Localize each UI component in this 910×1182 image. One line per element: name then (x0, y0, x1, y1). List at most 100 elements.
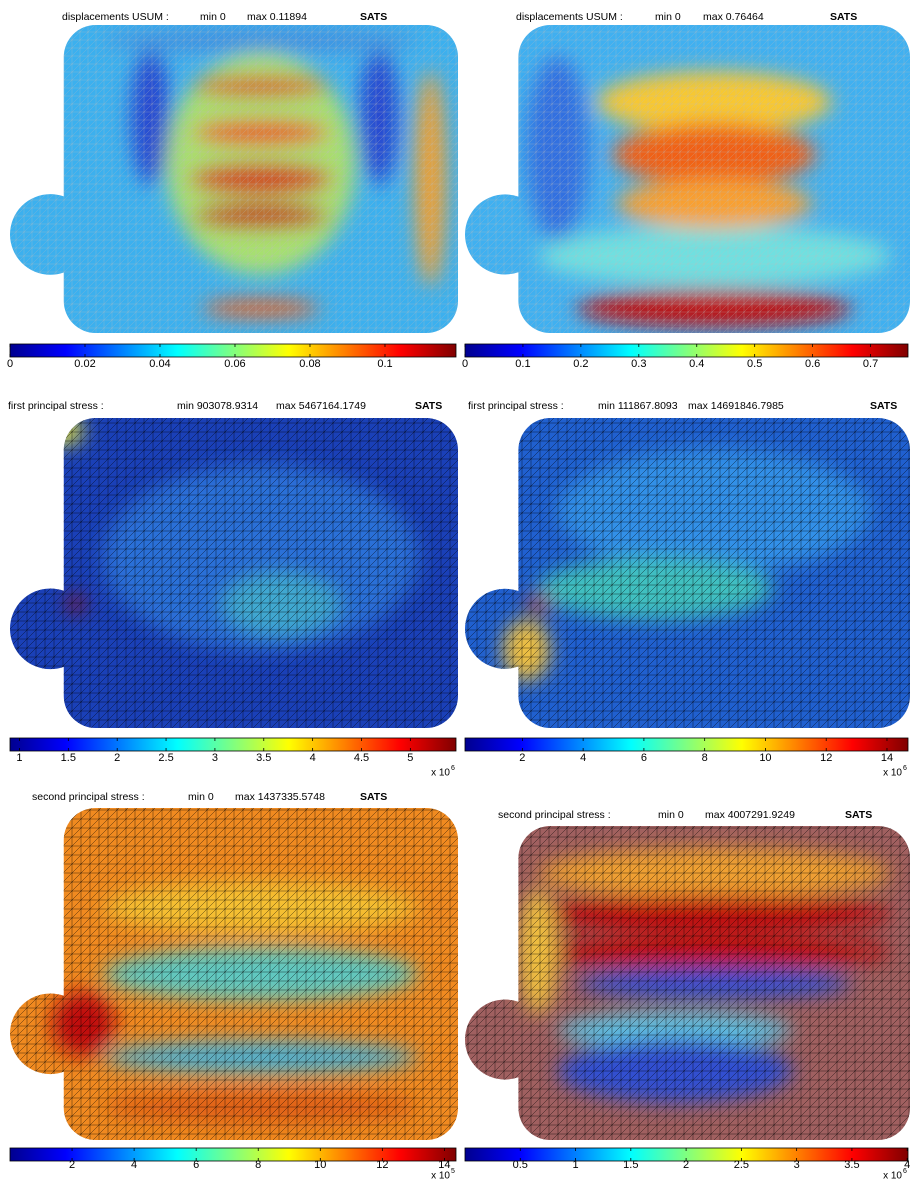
colorbar-tick-label: 5 (407, 752, 413, 764)
colorbar-tick-label: 0.6 (805, 358, 820, 370)
colorbar-multiplier: x 10 (883, 1171, 902, 1182)
colorbar-tick-label: 0.02 (74, 358, 95, 370)
colorbar-multiplier: x 10 (431, 1171, 450, 1182)
field-plot (465, 25, 910, 333)
colorbar-tick-label: 3 (794, 1159, 800, 1171)
panel: second principal stress : min 0 max 400729… (465, 809, 910, 1182)
colorbar-tick-label: 0.4 (689, 358, 704, 370)
colorbar-tick-label: 14 (438, 1159, 450, 1171)
colorbar-tick-label: 10 (759, 752, 771, 764)
colorbar-tick-label: 2 (683, 1159, 689, 1171)
colorbar-tick-label: 4 (580, 752, 586, 764)
colorbar (10, 1148, 456, 1161)
colorbar (10, 344, 456, 357)
plot-max: max 0.11894 (247, 11, 307, 23)
colorbar-tick-label: 6 (193, 1159, 199, 1171)
colorbar-exponent: 6 (903, 765, 907, 772)
colorbar-multiplier: x 10 (431, 768, 450, 779)
mesh (465, 826, 910, 1140)
figure: displacements USUM : min 0 max 0.11894 SATS… (0, 0, 910, 1182)
colorbar-tick-label: 0 (7, 358, 13, 370)
plot-max: max 1437335.5748 (235, 791, 325, 803)
colorbar-tick-label: 0.3 (631, 358, 646, 370)
mesh (10, 808, 458, 1140)
colorbar-tick-label: 4.5 (354, 752, 369, 764)
colorbar-tick-label: 3.5 (844, 1159, 859, 1171)
plot-title: first principal stress : (8, 400, 104, 412)
colorbar-tick-label: 12 (820, 752, 832, 764)
colorbar-tick-label: 1.5 (61, 752, 76, 764)
colorbar-tick-label: 0.06 (224, 358, 245, 370)
colorbar-exponent: 6 (903, 1168, 907, 1175)
brand-label: SATS (360, 791, 387, 803)
colorbar-tick-label: 0 (462, 358, 468, 370)
plot-max: max 0.76464 (703, 11, 764, 23)
plot-max: max 5467164.1749 (276, 400, 366, 412)
colorbar-tick-label: 4 (310, 752, 316, 764)
colorbar-tick-label: 4 (131, 1159, 137, 1171)
colorbar-tick-label: 8 (702, 752, 708, 764)
colorbar-tick-label: 2 (519, 752, 525, 764)
panel: first principal stress : min 111867.8093 m… (465, 400, 910, 779)
colorbar-multiplier: x 10 (883, 768, 902, 779)
colorbar-exponent: 5 (451, 1168, 455, 1175)
colorbar-tick-label: 1 (16, 752, 22, 764)
plot-title: second principal stress : (498, 809, 611, 821)
colorbar-tick-label: 0.1 (377, 358, 392, 370)
plot-title: displacements USUM : (516, 11, 623, 23)
mesh (10, 418, 458, 728)
colorbar-tick-label: 3 (212, 752, 218, 764)
colorbar-tick-label: 0.1 (515, 358, 530, 370)
colorbar-tick-label: 0.2 (573, 358, 588, 370)
brand-label: SATS (870, 400, 897, 412)
mesh (10, 25, 458, 333)
colorbar-tick-label: 3.5 (256, 752, 271, 764)
colorbar-tick-label: 0.04 (149, 358, 170, 370)
plot-title: first principal stress : (468, 400, 564, 412)
plot-max: max 4007291.9249 (705, 809, 795, 821)
colorbar-tick-label: 8 (255, 1159, 261, 1171)
field-plot (10, 415, 458, 728)
colorbar-tick-label: 1.5 (623, 1159, 638, 1171)
colorbar-tick-label: 1 (572, 1159, 578, 1171)
colorbar-tick-label: 0.7 (863, 358, 878, 370)
colorbar-tick-label: 6 (641, 752, 647, 764)
colorbar-tick-label: 0.08 (299, 358, 320, 370)
brand-label: SATS (845, 809, 872, 821)
plot-max: max 14691846.7985 (688, 400, 784, 412)
field-plot (465, 826, 910, 1140)
panel: displacements USUM : min 0 max 0.11894 SATS… (7, 11, 458, 370)
colorbar (10, 738, 456, 751)
colorbar-tick-label: 2 (114, 752, 120, 764)
colorbar-tick-label: 2.5 (734, 1159, 749, 1171)
plot-min: min 111867.8093 (598, 400, 678, 412)
brand-label: SATS (360, 11, 387, 23)
brand-label: SATS (415, 400, 442, 412)
field-plot (465, 418, 910, 728)
plot-min: min 0 (188, 791, 214, 803)
mesh (465, 25, 910, 333)
colorbar-tick-label: 12 (376, 1159, 388, 1171)
plot-min: min 0 (200, 11, 226, 23)
field-plot (10, 808, 458, 1140)
colorbar-tick-label: 14 (881, 752, 893, 764)
colorbar-tick-label: 0.5 (513, 1159, 528, 1171)
colorbar-tick-label: 2.5 (158, 752, 173, 764)
plot-min: min 903078.9314 (177, 400, 258, 412)
brand-label: SATS (830, 11, 857, 23)
colorbar-exponent: 6 (451, 765, 455, 772)
plot-title: second principal stress : (32, 791, 145, 803)
panel: second principal stress : min 0 max 143733… (10, 791, 458, 1182)
panel: first principal stress : min 903078.9314 m… (8, 400, 458, 779)
plot-min: min 0 (658, 809, 684, 821)
colorbar-tick-label: 2 (69, 1159, 75, 1171)
panel: displacements USUM : min 0 max 0.76464 SATS… (462, 11, 910, 370)
field-plot (10, 25, 458, 333)
plot-title: displacements USUM : (62, 11, 169, 23)
mesh (465, 418, 910, 728)
plot-min: min 0 (655, 11, 681, 23)
colorbar-tick-label: 10 (314, 1159, 326, 1171)
colorbar (465, 344, 908, 357)
colorbar-tick-label: 0.5 (747, 358, 762, 370)
colorbar (465, 738, 908, 751)
